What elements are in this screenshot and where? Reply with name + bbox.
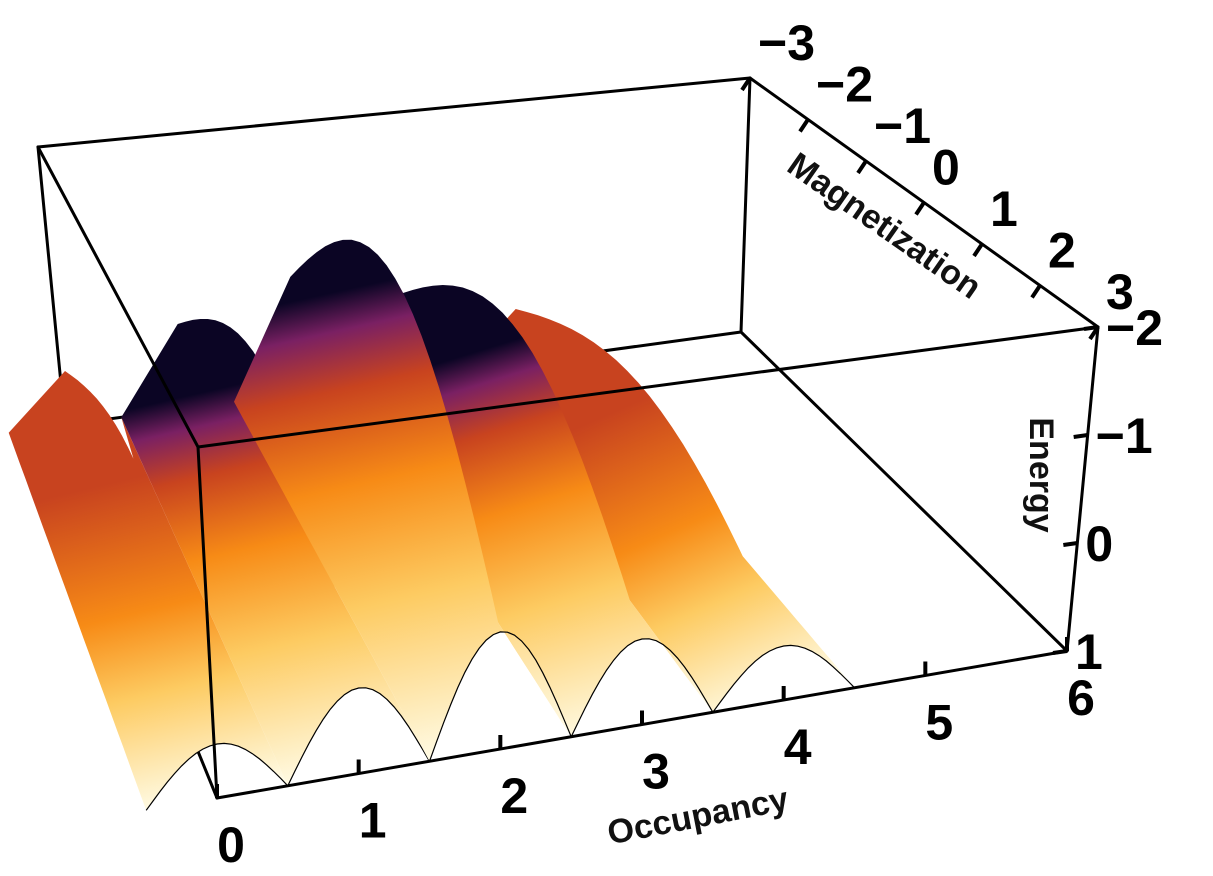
y-tick [798, 118, 810, 133]
frame-edge [196, 445, 219, 800]
y-tick-label: 1 [990, 181, 1018, 237]
frame-edge [739, 330, 1069, 653]
y-tick [856, 159, 868, 175]
z-tick-label: 1 [1075, 624, 1103, 680]
y-tick-label: 2 [1048, 223, 1076, 279]
z-tick-label: 0 [1085, 516, 1113, 572]
ridge-outline [287, 687, 431, 787]
y-tick-label: −2 [816, 57, 873, 113]
y-tick-label: 3 [1106, 264, 1134, 320]
x-tick-label: 5 [925, 695, 953, 751]
y-tick-label: −1 [874, 98, 931, 154]
x-tick-label: 3 [642, 744, 670, 800]
frame-edge [36, 76, 752, 149]
x-tick-label: 6 [1067, 670, 1095, 726]
z-axis-label: Energy [1022, 417, 1060, 532]
z-tick-label: −1 [1096, 408, 1153, 464]
x-axis-label: Occupancy [604, 780, 791, 852]
y-tick [1030, 284, 1042, 299]
ridge-outline [570, 638, 714, 738]
x-tick-label: 1 [359, 793, 387, 849]
z-tick [1073, 433, 1088, 439]
ridge-outline [145, 742, 289, 811]
x-tick-label: 2 [500, 768, 528, 824]
y-tick [740, 76, 752, 92]
ridge-outline [712, 644, 855, 713]
y-tick-label: 0 [932, 140, 960, 196]
x-tick-label: 0 [217, 817, 245, 873]
frame-edge [36, 145, 200, 449]
z-tick [1052, 649, 1068, 655]
frame-edge [1065, 325, 1100, 653]
y-tick [972, 242, 984, 258]
frame-edge [196, 325, 1100, 449]
surface [8, 239, 855, 811]
z-tick-label: −2 [1106, 300, 1163, 356]
x-tick-label: 4 [784, 719, 812, 775]
surface-ridge [234, 239, 572, 762]
z-tick [1083, 325, 1099, 331]
z-tick [1063, 541, 1078, 547]
y-tick-label: −3 [758, 15, 815, 71]
y-tick [914, 201, 926, 216]
ridge-outline [428, 631, 572, 762]
surface-ridge [8, 371, 288, 811]
frame-edge [739, 76, 752, 334]
surface-ridge [121, 319, 430, 786]
